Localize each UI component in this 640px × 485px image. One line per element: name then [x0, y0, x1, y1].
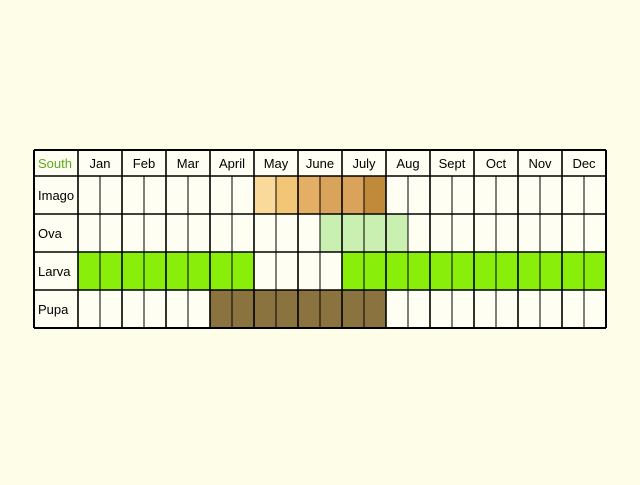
- month-label: Jan: [90, 156, 111, 171]
- stage-label: Pupa: [38, 302, 69, 317]
- region-label: South: [38, 156, 72, 171]
- period-imago: [298, 176, 320, 214]
- month-label: May: [264, 156, 289, 171]
- stage-label: Larva: [38, 264, 71, 279]
- grid-lines: [33, 149, 607, 329]
- period-imago: [364, 176, 386, 214]
- stage-label: Ova: [38, 226, 63, 241]
- month-label: Aug: [396, 156, 419, 171]
- grid-labels: South Jan Feb Mar April May June July Aug Sept Oct…: [38, 156, 596, 317]
- month-label: Dec: [572, 156, 596, 171]
- month-label: June: [306, 156, 334, 171]
- month-label: Mar: [177, 156, 200, 171]
- month-label: July: [352, 156, 376, 171]
- month-label: Oct: [486, 156, 507, 171]
- period-imago: [276, 176, 298, 214]
- month-label: Feb: [133, 156, 155, 171]
- month-label: April: [219, 156, 245, 171]
- period-imago: [254, 176, 276, 214]
- stage-label: Imago: [38, 188, 74, 203]
- month-label: Sept: [439, 156, 466, 171]
- month-label: Nov: [528, 156, 552, 171]
